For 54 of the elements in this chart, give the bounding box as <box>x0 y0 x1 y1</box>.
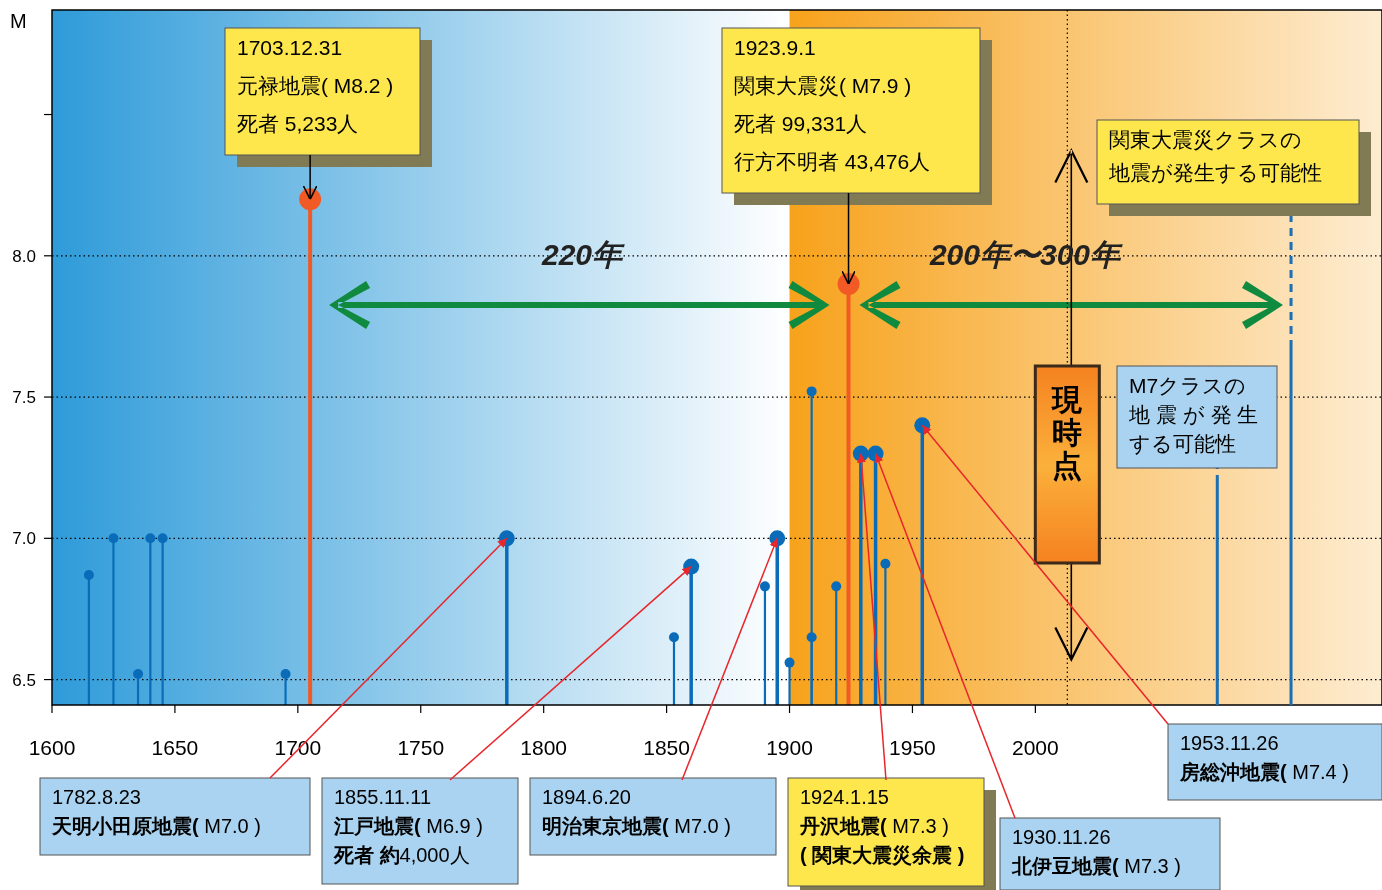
x-tick-label: 1650 <box>151 736 199 759</box>
point <box>784 657 795 668</box>
text: 房総沖地震( M7.4 ) <box>1179 761 1349 783</box>
y-tick-label: 6.5 <box>12 670 36 690</box>
point <box>759 581 770 592</box>
annotation: する可能性 <box>1129 432 1236 455</box>
text: 1894.6.20 <box>542 786 631 808</box>
point <box>133 668 144 679</box>
annotation: 地 震 が 発 生 <box>1128 403 1259 426</box>
annotation: 1855.11.11 <box>334 786 432 808</box>
annotation: M7クラスの <box>1129 374 1247 397</box>
annotation: 220年 <box>540 238 626 271</box>
text: ( 関東大震災余震 ) <box>800 844 965 866</box>
annotation: 地震が発生する可能性 <box>1108 161 1322 184</box>
y-axis-title: M <box>10 10 27 32</box>
x-tick-label: 1600 <box>28 736 76 759</box>
text: 死者 約4,000人 <box>333 844 470 866</box>
annotation: 関東大震災( M7.9 ) <box>734 74 912 97</box>
y-tick-label: 8.0 <box>12 246 36 266</box>
point <box>831 581 842 592</box>
point <box>145 533 156 544</box>
text: 明治東京地震( M7.0 ) <box>542 815 731 837</box>
x-tick-label: 1950 <box>889 736 936 759</box>
annotation: 1930.11.26 <box>1012 826 1111 848</box>
point <box>806 386 817 397</box>
ref-line-label: 現時点 <box>1051 383 1084 482</box>
x-tick-label: 1800 <box>520 736 568 759</box>
annotation: 死者 99,331人 <box>734 112 868 135</box>
annotation: 1953.11.26 <box>1180 732 1279 754</box>
text: 1782.8.23 <box>52 786 141 808</box>
point <box>83 570 94 581</box>
point <box>157 533 168 544</box>
annotation: 1923.9.1 <box>734 36 816 59</box>
x-tick-label: 1900 <box>766 736 813 759</box>
annotation: 1924.1.15 <box>800 786 889 808</box>
x-tick-label: 2000 <box>1012 736 1059 759</box>
text: 丹沢地震( M7.3 ) <box>799 815 949 837</box>
x-tick-label: 1750 <box>397 736 445 759</box>
text: 北伊豆地震( M7.3 ) <box>1011 855 1181 877</box>
annotation: 元禄地震( M8.2 ) <box>237 74 394 97</box>
annotation: 行方不明者 43,476人 <box>734 150 931 173</box>
point <box>108 533 119 544</box>
point <box>280 668 291 679</box>
x-tick-label: 1850 <box>643 736 690 759</box>
annotation: 関東大震災クラスの <box>1109 128 1302 151</box>
text: 江戸地震( M6.9 ) <box>333 815 483 837</box>
point <box>880 558 891 569</box>
y-tick-label: 7.5 <box>12 388 36 408</box>
text: 天明小田原地震( M7.0 ) <box>51 815 261 837</box>
annotation: 死者 5,233人 <box>237 112 359 135</box>
point <box>668 632 679 643</box>
y-tick-label: 7.0 <box>12 529 36 549</box>
annotation: 1703.12.31 <box>237 36 343 59</box>
point <box>806 632 817 643</box>
